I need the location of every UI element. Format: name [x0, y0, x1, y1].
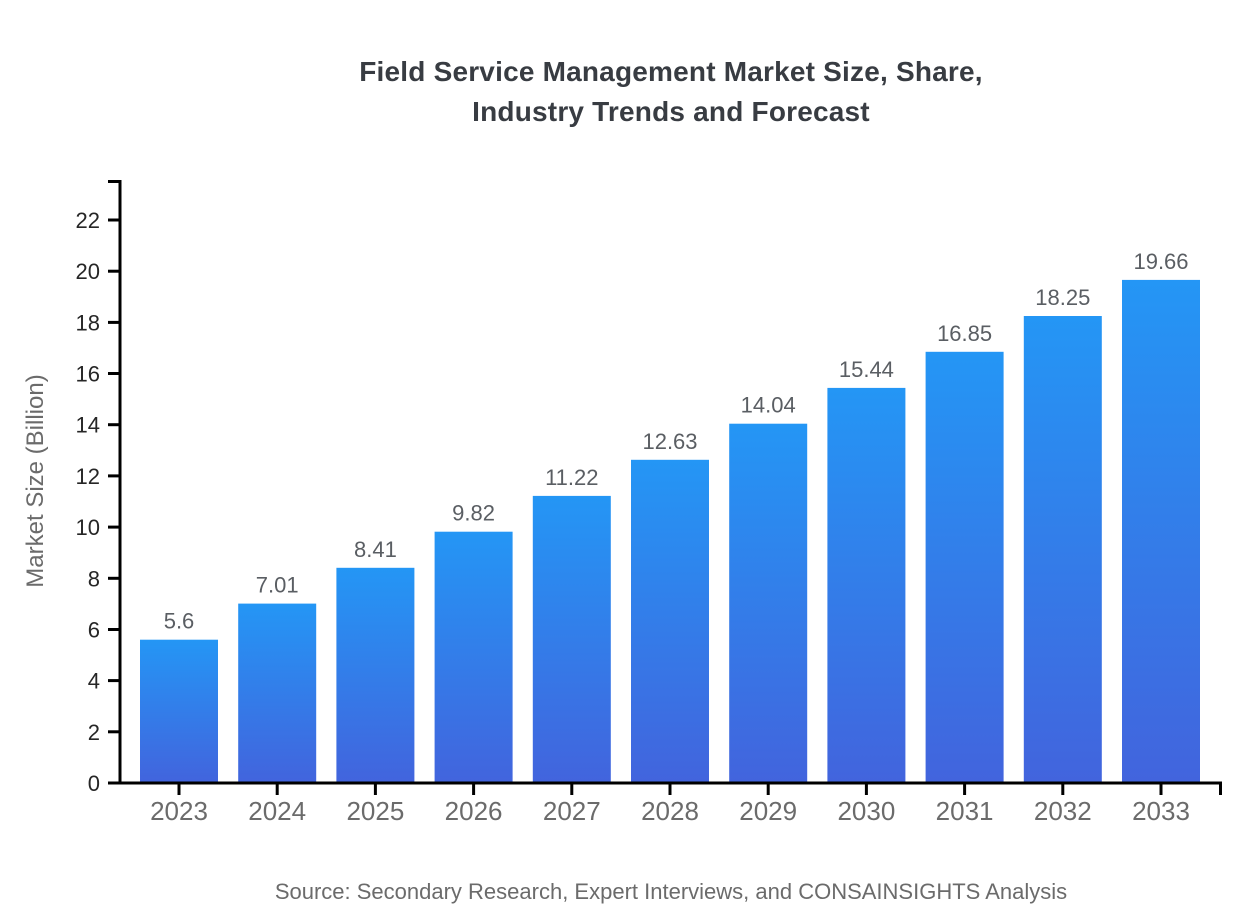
- chart-title: Field Service Management Market Size, Sh…: [120, 52, 1222, 132]
- y-tick-label-22: 22: [76, 208, 100, 233]
- x-tick-label-2027: 2027: [543, 796, 601, 826]
- bar-value-label-2027: 11.22: [545, 465, 598, 490]
- source-note: Source: Secondary Research, Expert Inter…: [274, 879, 1068, 904]
- y-tick-label-6: 6: [88, 618, 100, 643]
- bar-2025: [336, 567, 415, 783]
- bar-value-label-2025: 8.41: [354, 537, 397, 562]
- y-tick-label-12: 12: [76, 464, 100, 489]
- bar-value-label-2028: 12.63: [642, 429, 697, 454]
- bar-value-label-2026: 9.82: [452, 501, 495, 526]
- y-tick-label-14: 14: [76, 413, 100, 438]
- y-tick-label-8: 8: [88, 566, 100, 591]
- x-tick-label-2029: 2029: [739, 796, 797, 826]
- bar-value-label-2031: 16.85: [937, 321, 992, 346]
- bar-value-label-2033: 19.66: [1133, 249, 1188, 274]
- chart-title-line-2: Industry Trends and Forecast: [472, 96, 870, 127]
- bar-value-label-2030: 15.44: [839, 357, 894, 382]
- x-tick-label-2023: 2023: [150, 796, 208, 826]
- bar-2031: [925, 351, 1004, 783]
- y-tick-label-4: 4: [88, 669, 100, 694]
- y-tick-label-20: 20: [76, 259, 100, 284]
- x-tick-label-2031: 2031: [936, 796, 994, 826]
- x-tick-label-2024: 2024: [248, 796, 306, 826]
- x-tick-label-2032: 2032: [1034, 796, 1092, 826]
- bar-value-label-2029: 14.04: [741, 393, 796, 418]
- y-tick-label-16: 16: [76, 362, 100, 387]
- x-tick-label-2033: 2033: [1132, 796, 1190, 826]
- x-tick-label-2030: 2030: [837, 796, 895, 826]
- chart-title-line-1: Field Service Management Market Size, Sh…: [359, 56, 983, 87]
- y-tick-label-2: 2: [88, 720, 100, 745]
- bar-2024: [238, 603, 317, 783]
- bar-2027: [532, 495, 611, 783]
- bar-2033: [1122, 279, 1200, 783]
- bar-2030: [827, 387, 906, 783]
- bar-2032: [1023, 316, 1102, 783]
- bar-value-label-2024: 7.01: [256, 573, 299, 598]
- y-tick-label-0: 0: [88, 771, 100, 796]
- y-tick-label-18: 18: [76, 310, 100, 335]
- bar-2029: [729, 423, 808, 783]
- bar-value-label-2023: 5.6: [164, 609, 195, 634]
- x-tick-label-2028: 2028: [641, 796, 699, 826]
- x-tick-label-2026: 2026: [445, 796, 503, 826]
- x-tick-label-2025: 2025: [346, 796, 404, 826]
- y-tick-label-10: 10: [76, 515, 100, 540]
- bar-value-label-2032: 18.25: [1035, 285, 1090, 310]
- bar-2028: [631, 459, 709, 783]
- bar-2026: [434, 531, 513, 783]
- bar-2023: [140, 639, 218, 783]
